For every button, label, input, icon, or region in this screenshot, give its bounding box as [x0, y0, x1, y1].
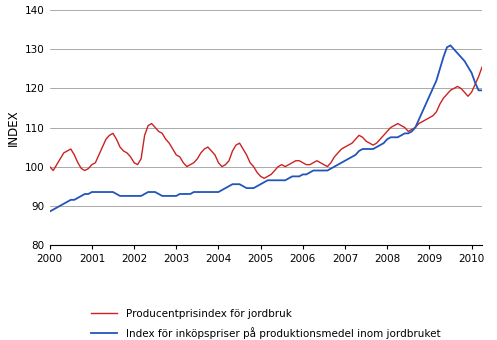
Line: Producentprisindex för jordbruk: Producentprisindex för jordbruk: [50, 63, 497, 178]
Producentprisindex för jordbruk: [447, 88, 453, 92]
Index för inköpspriser på produktionsmedel inom jordbruket: [328, 167, 334, 171]
Index för inköpspriser på produktionsmedel inom jordbruket: [402, 131, 408, 135]
Producentprisindex för jordbruk: [486, 61, 492, 65]
Producentprisindex för jordbruk: [212, 153, 218, 157]
Index för inköpspriser på produktionsmedel inom jordbruket: [212, 190, 218, 194]
Index för inköpspriser på produktionsmedel inom jordbruket: [184, 192, 190, 196]
Producentprisindex för jordbruk: [331, 155, 337, 159]
Line: Index för inköpspriser på produktionsmedel inom jordbruket: Index för inköpspriser på produktionsmed…: [50, 45, 497, 211]
Index för inköpspriser på produktionsmedel inom jordbruket: [444, 45, 450, 49]
Producentprisindex för jordbruk: [47, 165, 53, 169]
Y-axis label: INDEX: INDEX: [6, 109, 19, 146]
Index för inköpspriser på produktionsmedel inom jordbruket: [454, 51, 460, 55]
Producentprisindex för jordbruk: [261, 176, 267, 180]
Legend: Producentprisindex för jordbruk, Index för inköpspriser på produktionsmedel inom: Producentprisindex för jordbruk, Index f…: [91, 309, 440, 339]
Producentprisindex för jordbruk: [454, 84, 460, 88]
Index för inköpspriser på produktionsmedel inom jordbruket: [47, 209, 53, 214]
Producentprisindex för jordbruk: [184, 165, 190, 169]
Producentprisindex för jordbruk: [405, 130, 411, 134]
Index för inköpspriser på produktionsmedel inom jordbruket: [447, 43, 453, 47]
